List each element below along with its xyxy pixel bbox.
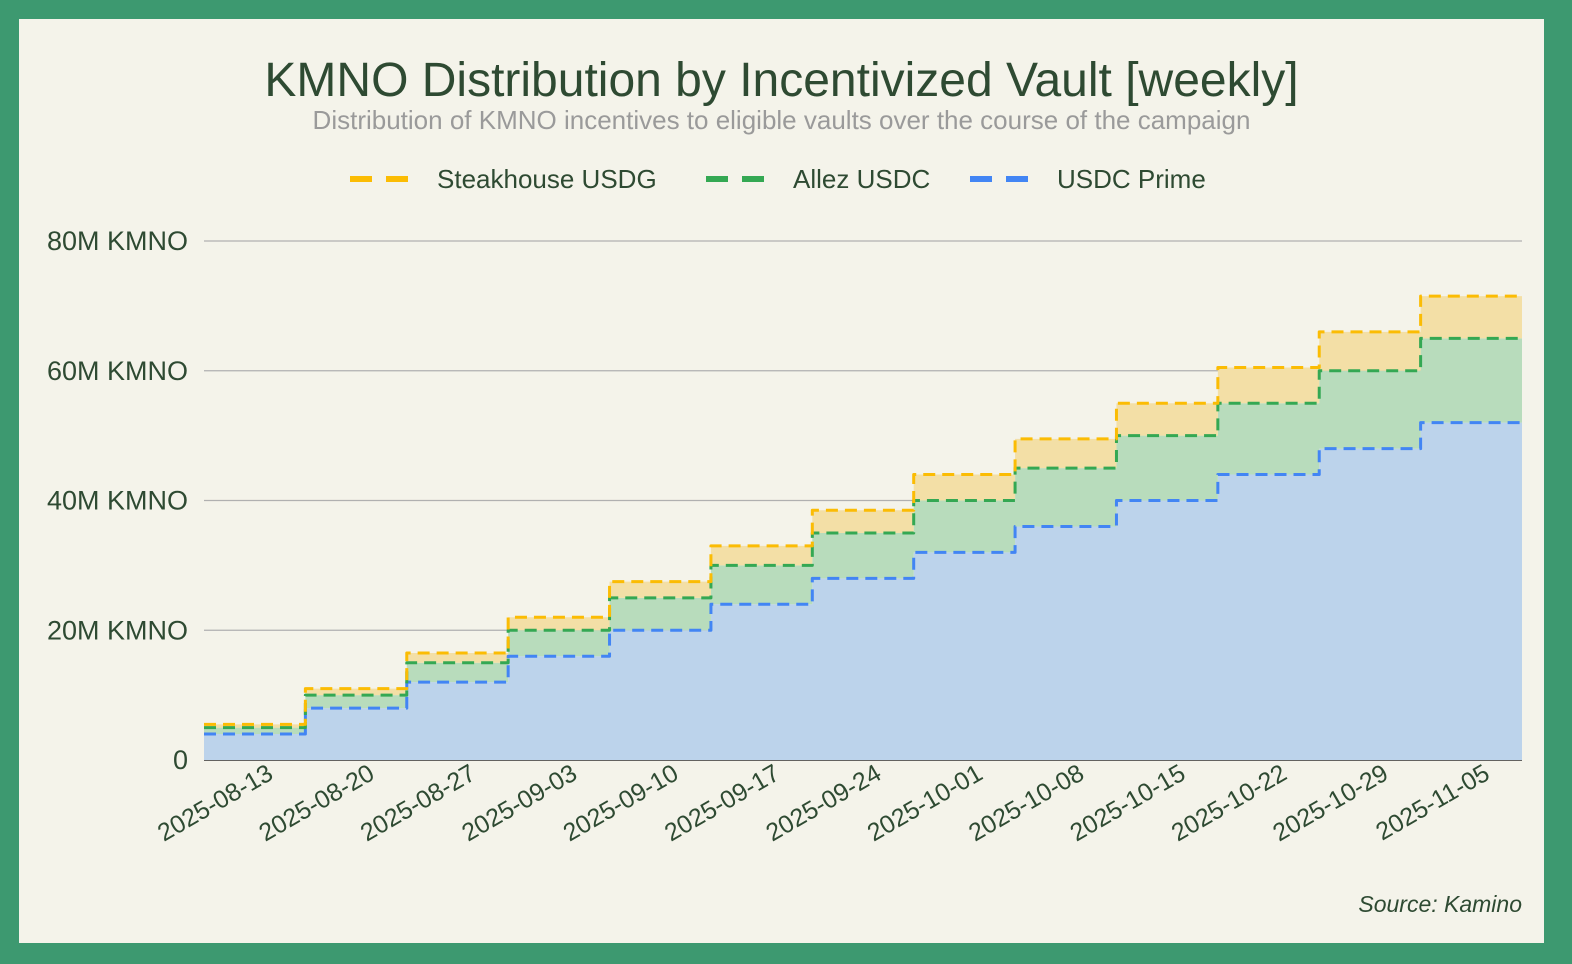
x-tick-label: 2025-10-29 [1268, 759, 1393, 847]
legend-label: USDC Prime [1057, 164, 1206, 194]
y-tick-label: 20M KMNO [47, 615, 188, 645]
y-tick-label: 40M KMNO [47, 486, 188, 516]
line-usdc-prime [204, 421, 1522, 736]
x-tick-label: 2025-08-27 [356, 759, 481, 847]
x-tick-label: 2025-09-17 [660, 759, 785, 847]
stacked-areas [204, 296, 1522, 760]
x-tick-label: 2025-09-03 [457, 759, 582, 847]
legend: Steakhouse USDG Allez USDC USDC Prime [350, 164, 1206, 194]
y-tick-label: 60M KMNO [47, 356, 188, 386]
y-tick-label: 80M KMNO [47, 226, 188, 256]
x-tick-label: 2025-11-05 [1371, 759, 1494, 846]
x-tick-label: 2025-10-01 [863, 759, 988, 847]
x-tick-label: 2025-10-15 [1065, 759, 1190, 847]
x-tick-label: 2025-10-22 [1167, 759, 1292, 847]
area-allez-usdc [204, 338, 1522, 735]
x-tick-label: 2025-10-08 [964, 759, 1089, 847]
area-steakhouse-usdg [204, 296, 1522, 728]
area-usdc-prime [204, 422, 1522, 760]
x-tick-label: 2025-08-13 [153, 759, 278, 847]
legend-label: Allez USDC [793, 164, 930, 194]
chart-subtitle: Distribution of KMNO incentives to eligi… [312, 105, 1251, 135]
line-steakhouse-usdg [204, 294, 1522, 726]
legend-item[interactable]: USDC Prime [970, 164, 1206, 194]
x-axis-ticks: 2025-08-132025-08-202025-08-272025-09-03… [153, 759, 1494, 847]
y-tick-label: 0 [173, 745, 188, 775]
source-note: Source: Kamino [1358, 891, 1522, 917]
y-axis-ticks: 0 20M KMNO 40M KMNO 60M KMNO 80M KMNO [47, 226, 188, 775]
chart-title: KMNO Distribution by Incentivized Vault … [264, 54, 1299, 107]
x-tick-label: 2025-09-10 [558, 759, 683, 847]
series-lines [204, 294, 1522, 736]
legend-label: Steakhouse USDG [437, 164, 657, 194]
x-tick-label: 2025-09-24 [761, 759, 886, 847]
x-tick-label: 2025-08-20 [254, 759, 379, 847]
legend-item[interactable]: Steakhouse USDG [350, 164, 657, 194]
legend-item[interactable]: Allez USDC [706, 164, 930, 194]
